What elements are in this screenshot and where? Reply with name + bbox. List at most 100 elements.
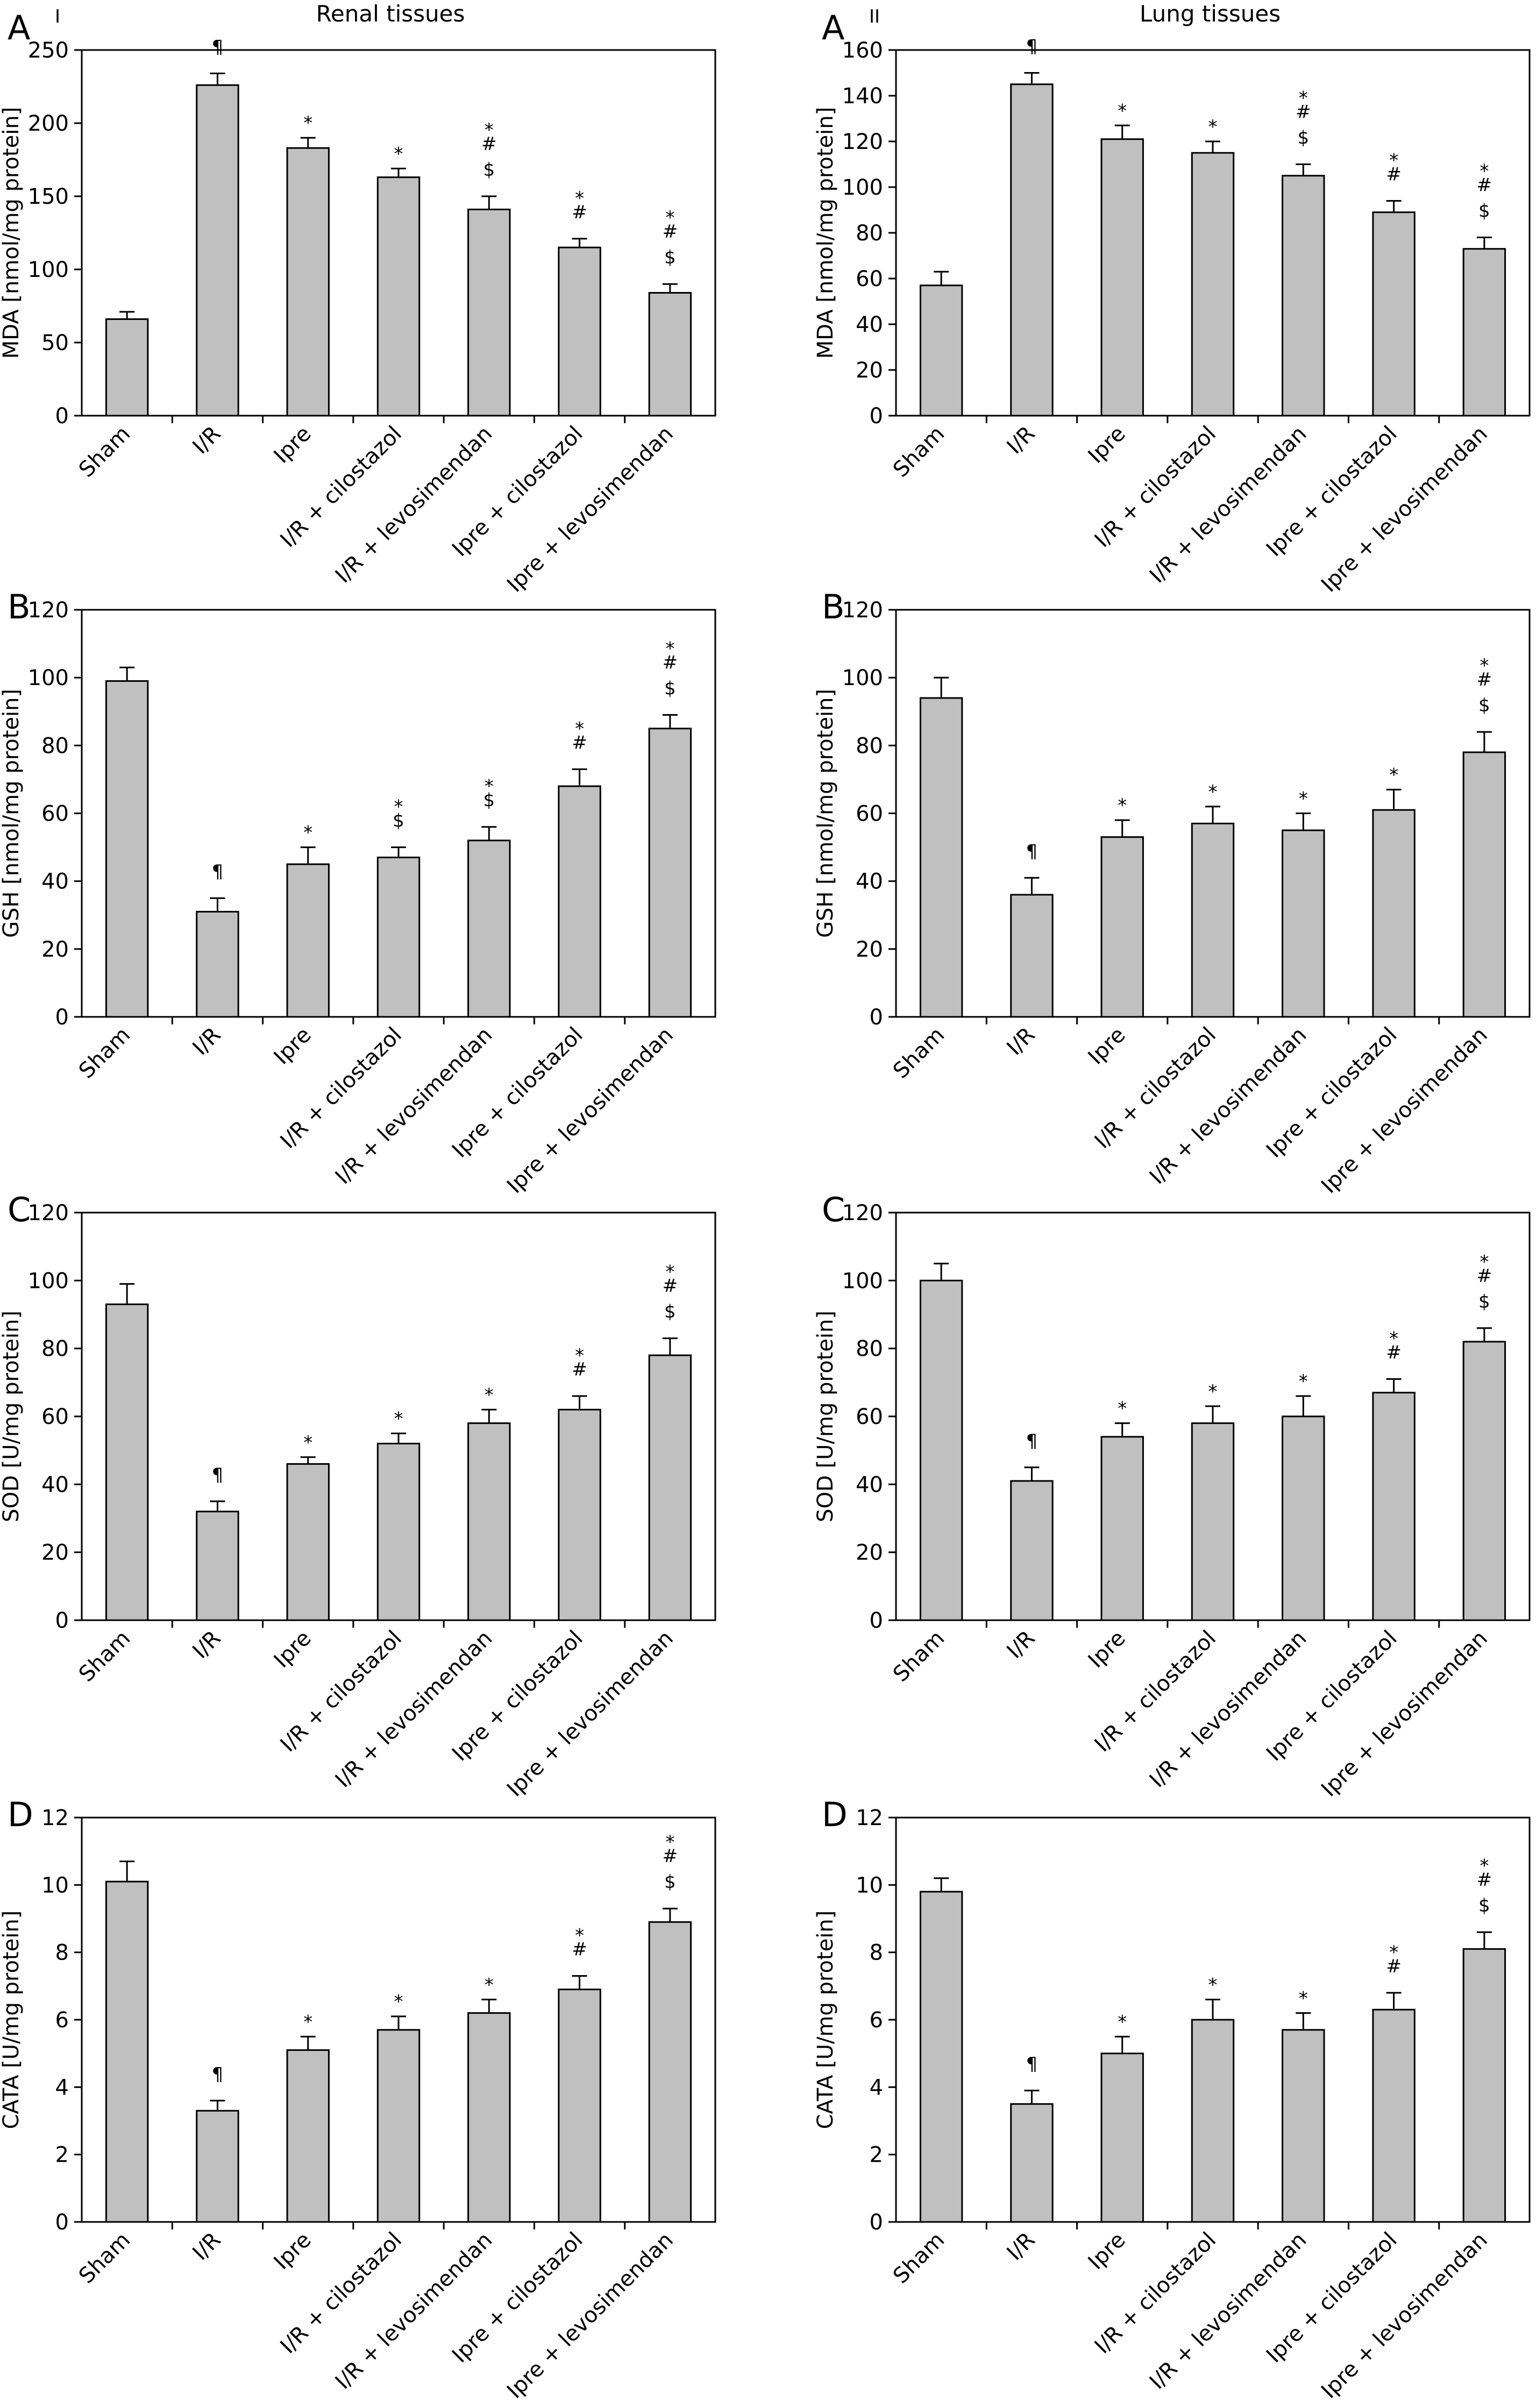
chart-b-renal: B 0 20 40 60 80 100 120 GSH [nmol/mg protein] Sha… xyxy=(0,587,716,1198)
y-tick-label: 8 xyxy=(870,1941,883,1965)
y-tick-label: 2 xyxy=(55,2143,69,2168)
panel-letter: A xyxy=(822,8,844,47)
y-tick-label: 4 xyxy=(870,2075,883,2100)
y-axis-label: SOD [U/mg protein] xyxy=(813,1310,838,1522)
bar xyxy=(558,1408,601,1621)
y-tick-label: 0 xyxy=(55,404,69,429)
bar xyxy=(286,2049,330,2223)
bar xyxy=(376,1443,421,1621)
bar xyxy=(467,1422,511,1621)
y-tick-label: 0 xyxy=(870,1608,883,1633)
category-label: I/R xyxy=(1002,422,1040,459)
category-label: Ipre xyxy=(269,1626,316,1673)
category-label: Sham xyxy=(888,1023,949,1084)
significance-mark: # xyxy=(1386,1342,1402,1364)
significance-mark: # xyxy=(1477,1265,1492,1287)
chart-c-renal: C 0 20 40 60 80 100 120 SOD [U/mg protein] Sham ¶ I… xyxy=(0,1190,716,1801)
y-tick-label: 12 xyxy=(41,1806,69,1830)
panel-letter: D xyxy=(8,1795,33,1834)
significance-mark: * xyxy=(665,1262,674,1283)
category-label: I/R xyxy=(188,1023,225,1060)
significance-mark: # xyxy=(572,1939,587,1961)
category-label: Ipre xyxy=(1084,1626,1130,1673)
category-label: I/R xyxy=(188,422,225,459)
significance-mark: * xyxy=(575,188,584,209)
bar xyxy=(1462,248,1506,417)
category-label: Sham xyxy=(74,1023,135,1084)
y-axis-label: GSH [nmol/mg protein] xyxy=(0,689,24,938)
significance-mark: # xyxy=(1477,175,1492,196)
significance-mark: * xyxy=(1118,795,1127,816)
bar xyxy=(376,857,421,1018)
chart-d-lung: D 0 2 4 6 8 10 12 CATA [U/mg protein] Sham ¶ I/R * Ip… xyxy=(813,1795,1531,2403)
chart-a-renal: A 0 50 100 150 200 250 MDA [nmol/mg protein] Sha… xyxy=(0,8,716,597)
significance-mark: * xyxy=(1480,655,1489,676)
bar xyxy=(648,728,692,1018)
bar xyxy=(1372,2008,1416,2223)
y-tick-label: 40 xyxy=(41,870,69,894)
category-label: I/R + levosimendan xyxy=(331,2228,497,2395)
significance-mark: * xyxy=(485,119,494,141)
bar xyxy=(648,1921,692,2223)
significance-mark: $ xyxy=(664,1301,676,1323)
category-label: I/R + levosimendan xyxy=(331,422,497,588)
significance-mark: * xyxy=(575,1925,584,1947)
significance-mark: * xyxy=(1389,150,1398,172)
significance-mark: $ xyxy=(1297,127,1309,149)
significance-mark: ¶ xyxy=(1026,2054,1038,2075)
chart-c-lung: C 0 20 40 60 80 100 120 SOD [U/mg protein] Sham ¶ I… xyxy=(813,1190,1531,1801)
y-tick-label: 20 xyxy=(41,1541,69,1565)
bar xyxy=(105,1303,149,1621)
y-axis-label: CATA [U/mg protein] xyxy=(0,1911,24,2129)
bar xyxy=(1100,2053,1144,2223)
category-label: I/R + levosimendan xyxy=(1145,2228,1312,2395)
category-label: I/R + levosimendan xyxy=(1145,1023,1312,1189)
significance-mark: ¶ xyxy=(1026,36,1038,58)
bar xyxy=(1191,822,1235,1018)
significance-mark: ¶ xyxy=(212,2063,224,2085)
bar xyxy=(1462,1341,1506,1621)
y-tick-label: 120 xyxy=(28,1201,69,1226)
panel-letter: D xyxy=(822,1795,848,1834)
chart-a-lung: A 0 20 40 60 80 100 120 140 160 MDA [nmol/mg prote… xyxy=(813,8,1531,597)
significance-mark: * xyxy=(303,2011,312,2033)
significance-mark: * xyxy=(1299,788,1308,810)
category-label: Sham xyxy=(74,422,135,482)
bar xyxy=(558,1989,601,2223)
category-label: Ipre xyxy=(1084,2228,1130,2275)
significance-mark: * xyxy=(394,1991,403,2013)
significance-mark: * xyxy=(1299,1371,1308,1392)
y-tick-label: 60 xyxy=(41,1405,69,1429)
bar xyxy=(1010,83,1054,417)
section-roman-lung: II xyxy=(869,6,880,27)
significance-mark: # xyxy=(481,133,497,155)
bar xyxy=(648,1354,692,1621)
significance-mark: * xyxy=(1299,88,1308,109)
category-label: I/R + levosimendan xyxy=(1145,422,1312,588)
y-tick-label: 140 xyxy=(842,84,883,109)
significance-mark: * xyxy=(303,1432,312,1454)
significance-mark: # xyxy=(1386,164,1402,186)
category-label: I/R xyxy=(188,2228,225,2265)
category-label: Ipre xyxy=(269,422,316,468)
y-tick-label: 40 xyxy=(41,1472,69,1497)
y-tick-label: 120 xyxy=(842,130,883,154)
category-label: Ipre + levosimendan xyxy=(1317,1023,1492,1199)
y-tick-label: 0 xyxy=(870,2210,883,2235)
bar xyxy=(376,176,421,417)
y-tick-label: 100 xyxy=(28,1269,69,1293)
bar xyxy=(1282,1415,1325,1621)
significance-mark: $ xyxy=(664,678,676,700)
section-title-lung: Lung tissues xyxy=(1140,1,1281,27)
significance-mark: * xyxy=(1480,1251,1489,1273)
panel-letter: C xyxy=(822,1190,845,1229)
y-tick-label: 80 xyxy=(41,1337,69,1362)
y-tick-label: 100 xyxy=(842,1269,883,1293)
significance-mark: # xyxy=(1386,1956,1402,1977)
bar xyxy=(105,680,149,1018)
y-tick-label: 0 xyxy=(55,1005,69,1030)
bar xyxy=(105,318,149,417)
significance-mark: * xyxy=(1389,764,1398,786)
y-axis-label: SOD [U/mg protein] xyxy=(0,1310,24,1522)
